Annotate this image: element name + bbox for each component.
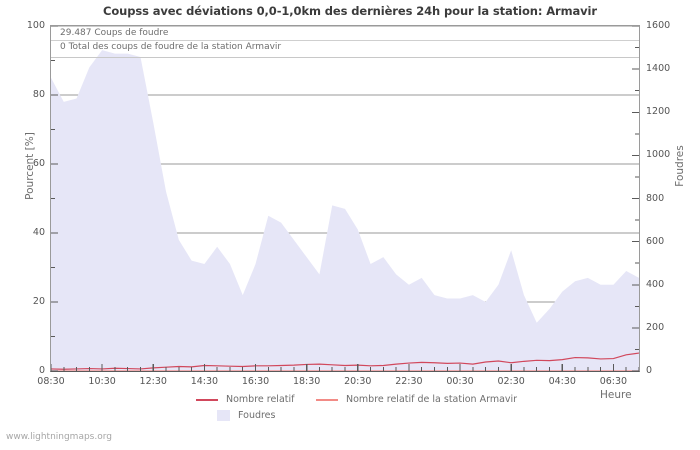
legend-item-nombre-relatif[interactable]: Nombre relatif: [196, 394, 294, 405]
y-right-tick-400: 400: [646, 278, 665, 290]
y-left-tick-marks: [51, 26, 58, 371]
y-left-tick-0: 0: [38, 365, 45, 376]
x-tick-16-30: 16:30: [241, 376, 270, 387]
y-right-tick-200: 200: [646, 321, 665, 333]
y-right-tick-800: 800: [646, 192, 665, 204]
plot-area: [50, 25, 640, 372]
y-left-tick-80: 80: [32, 89, 45, 100]
x-tick-22-30: 22:30: [395, 376, 423, 387]
x-tick-20-30: 20:30: [344, 376, 372, 387]
footer-credit: www.lightningmaps.org: [6, 432, 112, 442]
x-tick-10-30: 10:30: [88, 376, 116, 387]
legend-label: Nombre relatif: [226, 394, 295, 405]
x-tick-18-30: 18:30: [292, 376, 321, 387]
legend-item-station-relatif[interactable]: Nombre relatif de la station Armavir: [316, 394, 517, 405]
y-right-tick-1000: 1000: [646, 149, 671, 161]
legend-line-swatch: [196, 398, 218, 401]
x-axis-label: Heure: [600, 389, 632, 401]
y-right-tick-marks: [632, 26, 639, 371]
x-tick-08-30: 08:30: [37, 376, 65, 387]
y-right-tick-1600: 1600: [646, 20, 671, 31]
plot-canvas: [51, 26, 639, 371]
y-left-tick-60: 60: [32, 158, 45, 169]
legend-area-swatch: [217, 410, 230, 421]
y-left-tick-40: 40: [32, 227, 45, 238]
x-tick-04-30: 04:30: [548, 376, 576, 387]
relative-line-series: [51, 352, 639, 370]
x-tick-00-30: 00:30: [446, 376, 474, 387]
y-right-tick-0: 0: [646, 365, 653, 376]
legend-label: Nombre relatif de la station Armavir: [346, 394, 518, 405]
legend-label: Foudres: [238, 410, 276, 421]
y-left-tick-100: 100: [26, 20, 45, 31]
y-right-tick-600: 600: [646, 235, 665, 247]
x-tick-02-30: 02:30: [497, 376, 525, 387]
legend-line-swatch: [316, 398, 338, 401]
x-tick-06-30: 06:30: [599, 376, 628, 387]
y-right-tick-1400: 1400: [646, 63, 671, 75]
foudres-area-series: [51, 50, 639, 371]
page-title: Coupss avec déviations 0,0-1,0km des der…: [103, 4, 597, 18]
legend-item-foudres[interactable]: Foudres: [212, 410, 275, 421]
y-right-tick-1200: 1200: [646, 106, 671, 118]
x-tick-12-30: 12:30: [139, 376, 167, 387]
y-left-tick-20: 20: [32, 296, 45, 307]
x-tick-14-30: 14:30: [190, 376, 219, 387]
x-tick-marks: [51, 364, 639, 371]
y-axis-right-label: Foudres: [674, 145, 686, 187]
